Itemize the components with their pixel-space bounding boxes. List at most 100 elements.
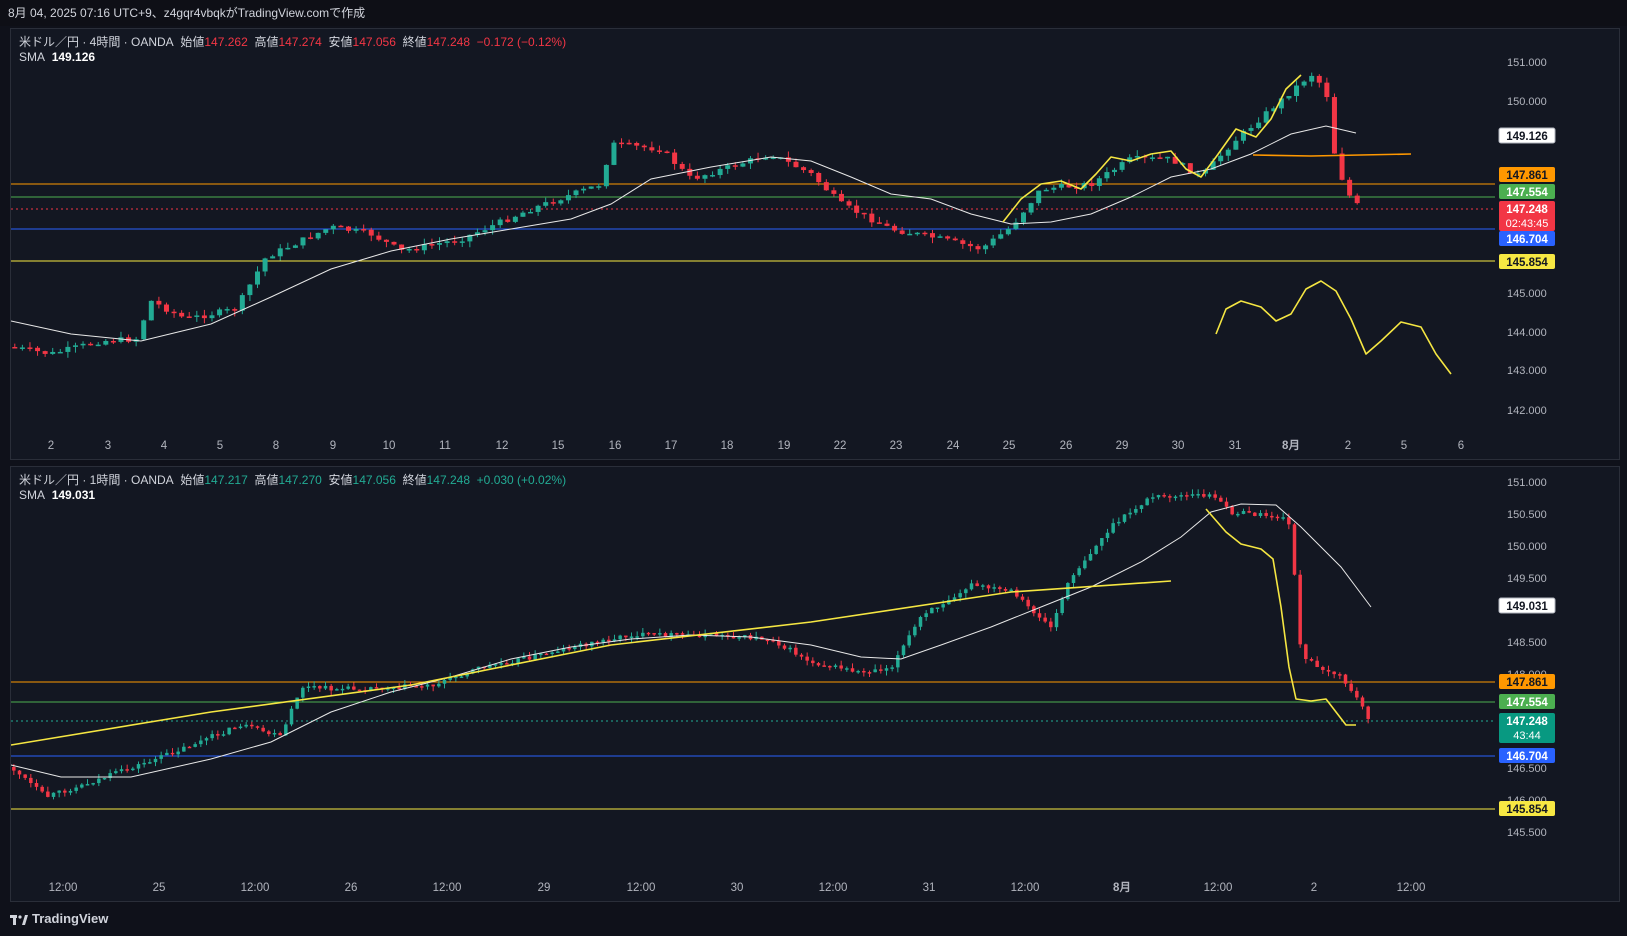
candle-body bbox=[165, 752, 169, 756]
candle-body bbox=[102, 777, 107, 780]
candle-body bbox=[186, 316, 192, 318]
candle-body bbox=[171, 311, 177, 314]
candle-body bbox=[182, 746, 186, 752]
candle-body bbox=[301, 687, 305, 698]
open-label: 始値 bbox=[180, 35, 205, 49]
candle-body bbox=[740, 163, 746, 167]
candle-body bbox=[799, 654, 804, 657]
candle-body bbox=[680, 633, 685, 635]
candle-body bbox=[1263, 111, 1269, 123]
candle-body bbox=[1309, 75, 1315, 82]
candle-body bbox=[702, 175, 708, 179]
candle-body bbox=[1248, 128, 1254, 131]
candle-body bbox=[261, 727, 265, 732]
sma-legend[interactable]: SMA 149.126 bbox=[19, 50, 95, 64]
candle-body bbox=[998, 587, 1002, 589]
candle-body bbox=[1292, 524, 1297, 575]
candle-body bbox=[284, 724, 288, 736]
candle-body bbox=[1043, 189, 1049, 192]
price-label-box bbox=[1499, 748, 1555, 763]
candle-body bbox=[335, 689, 339, 691]
candle-body bbox=[156, 300, 162, 305]
candle-body bbox=[442, 679, 447, 684]
candle-body bbox=[193, 744, 197, 747]
candle-body bbox=[1185, 495, 1189, 497]
candle-body bbox=[23, 774, 27, 778]
symbol-label[interactable]: 米ドル／円 · 4時間 · OANDA bbox=[19, 35, 174, 49]
x-tick-label: 12:00 bbox=[241, 882, 270, 894]
candle-body bbox=[854, 205, 860, 213]
candle-body bbox=[125, 769, 129, 771]
sma-legend[interactable]: SMA 149.031 bbox=[19, 488, 95, 502]
candle-body bbox=[1156, 495, 1161, 498]
footer-brand[interactable]: TradingView bbox=[10, 908, 108, 930]
candle-body bbox=[975, 246, 981, 250]
candle-body bbox=[1270, 515, 1274, 518]
price-label-text: 147.554 bbox=[1506, 187, 1548, 199]
price-label-box bbox=[1499, 694, 1555, 709]
candle-body bbox=[1094, 545, 1098, 554]
candle-body bbox=[573, 190, 579, 196]
chart-panel-1h[interactable]: 米ドル／円 · 1時間 · OANDA 始値147.217 高値147.270 … bbox=[10, 466, 1620, 902]
candle-body bbox=[1020, 596, 1025, 600]
candle-body bbox=[153, 758, 158, 763]
candle-body bbox=[833, 665, 838, 667]
x-tick-label: 12:00 bbox=[433, 882, 462, 894]
candle-body bbox=[306, 686, 311, 689]
x-tick-label: 12 bbox=[496, 440, 509, 452]
symbol-label[interactable]: 米ドル／円 · 1時間 · OANDA bbox=[19, 473, 174, 487]
trendline-drawing bbox=[1252, 153, 1412, 157]
candle-body bbox=[250, 724, 254, 727]
candle-body bbox=[209, 315, 215, 319]
candle-body bbox=[1190, 494, 1195, 496]
candle-body bbox=[1298, 574, 1302, 645]
chart-panel-4h[interactable]: 米ドル／円 · 4時間 · OANDA 始値147.262 高値147.274 … bbox=[10, 28, 1620, 460]
chart-canvas-1h[interactable]: 151.500151.000150.500150.000149.500148.5… bbox=[11, 467, 1619, 901]
candle-body bbox=[119, 769, 124, 772]
candle-body bbox=[179, 312, 185, 317]
candle-body bbox=[770, 157, 776, 159]
candle-body bbox=[876, 222, 882, 224]
candle-body bbox=[1360, 697, 1365, 707]
candle-body bbox=[1122, 514, 1127, 522]
candle-body bbox=[520, 212, 526, 217]
candle-body bbox=[1111, 523, 1115, 533]
candle-body bbox=[247, 284, 253, 296]
candle-body bbox=[233, 727, 237, 730]
candle-body bbox=[289, 708, 294, 725]
candle-body bbox=[300, 237, 306, 246]
open-value: 147.217 bbox=[204, 473, 248, 487]
candle-body bbox=[550, 652, 554, 654]
x-tick-label: 29 bbox=[1116, 440, 1129, 452]
candle-body bbox=[528, 211, 534, 214]
candle-body bbox=[884, 223, 890, 226]
candle-body bbox=[714, 633, 719, 637]
candle-body bbox=[512, 216, 518, 222]
candle-body bbox=[634, 142, 640, 146]
candle-body bbox=[811, 660, 815, 664]
close-value: 147.248 bbox=[426, 35, 470, 49]
candle-body bbox=[969, 583, 974, 590]
candle-body bbox=[1071, 575, 1076, 584]
candle-body bbox=[588, 186, 594, 189]
chart-canvas-4h[interactable]: 151.000 150.000 145.000 144.000 143.000 142.0… bbox=[11, 29, 1619, 459]
candle-body bbox=[675, 633, 679, 635]
candle-body bbox=[414, 249, 420, 251]
candle-body bbox=[1236, 513, 1240, 516]
change-value: −0.172 (−0.12%) bbox=[476, 35, 567, 49]
candle-body bbox=[239, 295, 245, 311]
candle-body bbox=[1195, 173, 1201, 176]
candle-body bbox=[629, 636, 634, 638]
candle-body bbox=[935, 607, 940, 609]
candle-body bbox=[91, 783, 95, 785]
candle-body bbox=[216, 734, 220, 736]
low-label: 安値 bbox=[328, 35, 353, 49]
candle-body bbox=[19, 347, 25, 349]
candle-body bbox=[1301, 81, 1307, 86]
x-tick-label: 18 bbox=[721, 440, 734, 452]
x-tick-label: 12:00 bbox=[49, 882, 78, 894]
candle-body bbox=[801, 167, 807, 171]
candle-body bbox=[227, 727, 231, 735]
candle-body bbox=[1187, 163, 1193, 174]
x-tick-label: 5 bbox=[217, 440, 223, 452]
